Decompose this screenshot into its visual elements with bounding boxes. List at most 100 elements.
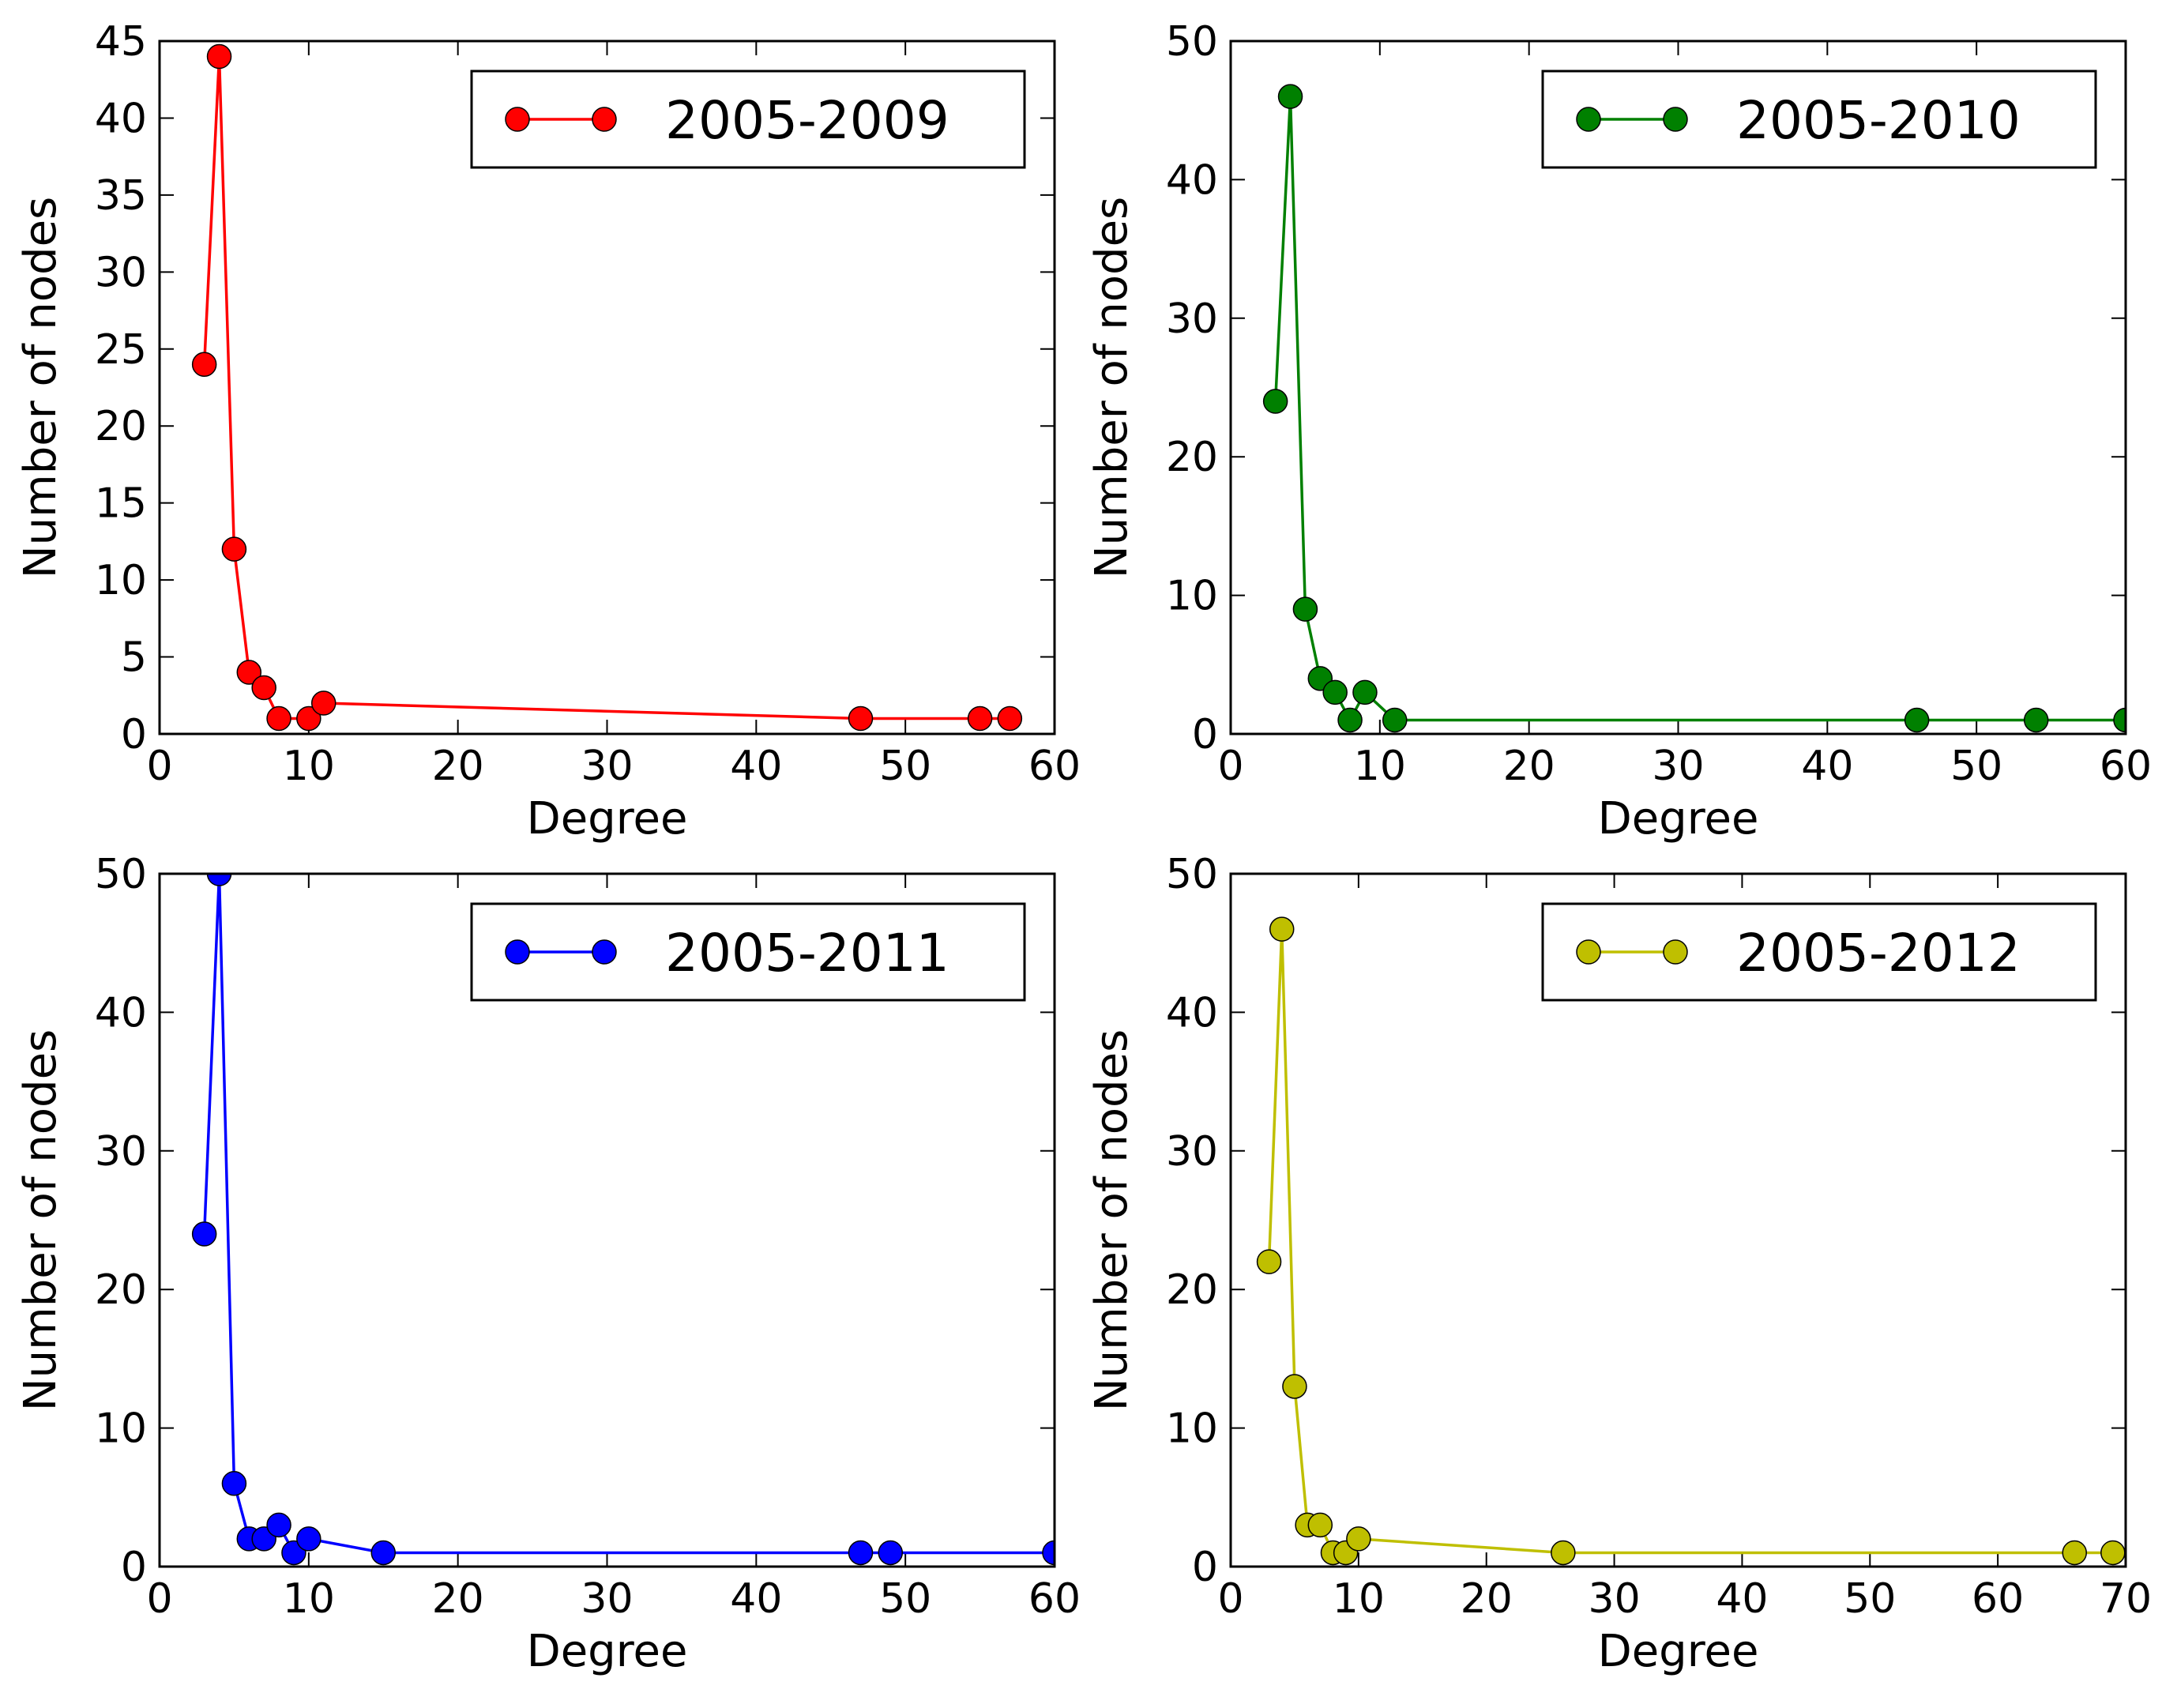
data-point — [266, 1512, 291, 1538]
x-tick-label: 10 — [283, 743, 335, 790]
data-point — [310, 690, 337, 716]
x-tick-label: 40 — [730, 1575, 782, 1623]
data-point — [221, 536, 247, 562]
legend: 2005-2009 — [470, 70, 1026, 169]
x-tick-label: 10 — [283, 1575, 335, 1623]
data-point — [1282, 1374, 1307, 1399]
data-point — [266, 705, 291, 732]
legend-marker — [1663, 939, 1688, 965]
legend-label: 2005-2012 — [1736, 923, 2021, 984]
x-tick-label: 20 — [432, 743, 484, 790]
chart-panel-1: 0 10 20 30 40 50 60 0 5 10 15 20 25 30 35 40 45 Degree Num… — [15, 18, 1081, 845]
x-tick-label: 50 — [879, 1575, 931, 1623]
y-axis-label: Number of nodes — [1086, 197, 1137, 578]
data-point — [967, 705, 993, 732]
y-tick-label: 30 — [95, 249, 147, 296]
legend-marker — [1576, 939, 1601, 965]
data-point — [1262, 389, 1288, 414]
y-tick-label: 50 — [1166, 18, 1218, 66]
data-point — [1337, 707, 1363, 733]
data-point — [206, 43, 232, 70]
x-tick-label: 30 — [1652, 743, 1704, 790]
x-tick-label: 50 — [879, 743, 931, 790]
y-tick-label: 0 — [1192, 1544, 1218, 1591]
data-point — [1382, 707, 1408, 733]
data-point — [191, 352, 217, 378]
y-tick-label: 15 — [95, 480, 147, 528]
chart-panel-2: 0 10 20 30 40 50 60 0 10 20 30 40 50 Degree Number of … — [1086, 18, 2152, 845]
y-tick-label: 10 — [1166, 573, 1218, 620]
y-tick-label: 20 — [1166, 434, 1218, 481]
legend-marker — [1663, 107, 1688, 132]
legend-marker — [592, 939, 617, 965]
y-tick-label: 35 — [95, 172, 147, 220]
series-1 — [1256, 916, 2126, 1566]
data-point — [848, 1540, 874, 1566]
x-axis-label: Degree — [1598, 1626, 1759, 1677]
x-tick-label: 50 — [1950, 743, 2002, 790]
plot-frame — [158, 872, 1056, 1568]
data-point — [1292, 596, 1318, 622]
legend-label: 2005-2010 — [1736, 90, 2021, 151]
plot-frame — [1229, 872, 2127, 1568]
x-tick-label: 20 — [432, 1575, 484, 1623]
x-tick-label: 0 — [146, 1575, 172, 1623]
data-point — [296, 1526, 321, 1552]
legend-marker — [505, 939, 530, 965]
data-point — [1551, 1540, 1576, 1566]
x-tick-label: 40 — [1801, 743, 1853, 790]
y-tick-label: 40 — [1166, 156, 1218, 204]
legend-marker — [1576, 107, 1601, 132]
data-point — [1256, 1249, 1282, 1274]
y-tick-label: 50 — [95, 851, 147, 898]
x-tick-label: 0 — [146, 743, 172, 790]
x-tick-label: 50 — [1844, 1575, 1896, 1623]
y-axis-label: Number of nodes — [15, 197, 66, 578]
x-tick-label: 60 — [1028, 1575, 1081, 1623]
legend: 2005-2010 — [1541, 70, 2097, 169]
data-point — [251, 675, 276, 701]
legend: 2005-2012 — [1541, 902, 2097, 1002]
plot-frame — [158, 40, 1056, 735]
legend-label: 2005-2011 — [665, 923, 949, 984]
y-tick-label: 25 — [95, 326, 147, 374]
y-tick-label: 0 — [1192, 711, 1218, 758]
y-axis-label: Number of nodes — [15, 1029, 66, 1411]
data-point — [1307, 1512, 1333, 1538]
data-point — [2100, 1540, 2126, 1566]
chart-panel-4: 0 10 20 30 40 50 60 70 0 10 20 30 40 50 Degree Number o… — [1086, 851, 2152, 1677]
y-axis-label: Number of nodes — [1086, 1029, 1137, 1411]
plot-frame — [1229, 40, 2127, 735]
data-point — [1277, 84, 1303, 109]
y-tick-label: 40 — [95, 95, 147, 142]
y-tick-label: 0 — [121, 1544, 147, 1591]
x-axis-label: Degree — [1598, 793, 1759, 845]
x-tick-label: 20 — [1461, 1575, 1513, 1623]
legend-marker — [505, 107, 530, 132]
y-tick-label: 50 — [1166, 851, 1218, 898]
data-point — [1322, 679, 1348, 705]
y-tick-label: 5 — [121, 634, 147, 682]
y-tick-label: 40 — [1166, 989, 1218, 1036]
data-point — [2062, 1540, 2088, 1566]
y-tick-label: 0 — [121, 711, 147, 758]
data-point — [2023, 707, 2049, 733]
y-tick-label: 30 — [1166, 295, 1218, 343]
series-1 — [1262, 84, 2126, 733]
y-tick-label: 20 — [1166, 1266, 1218, 1314]
y-tick-label: 10 — [95, 557, 147, 604]
y-tick-label: 20 — [95, 1266, 147, 1314]
data-point — [2113, 707, 2126, 733]
x-tick-label: 70 — [2100, 1575, 2152, 1623]
x-tick-label: 0 — [1217, 743, 1243, 790]
data-point — [236, 660, 262, 685]
legend-label: 2005-2009 — [665, 90, 949, 151]
x-tick-label: 30 — [581, 1575, 633, 1623]
legend-marker — [592, 107, 617, 132]
data-point — [206, 874, 232, 886]
x-tick-label: 40 — [1716, 1575, 1768, 1623]
y-tick-label: 45 — [95, 18, 147, 66]
x-axis-label: Degree — [527, 793, 688, 845]
